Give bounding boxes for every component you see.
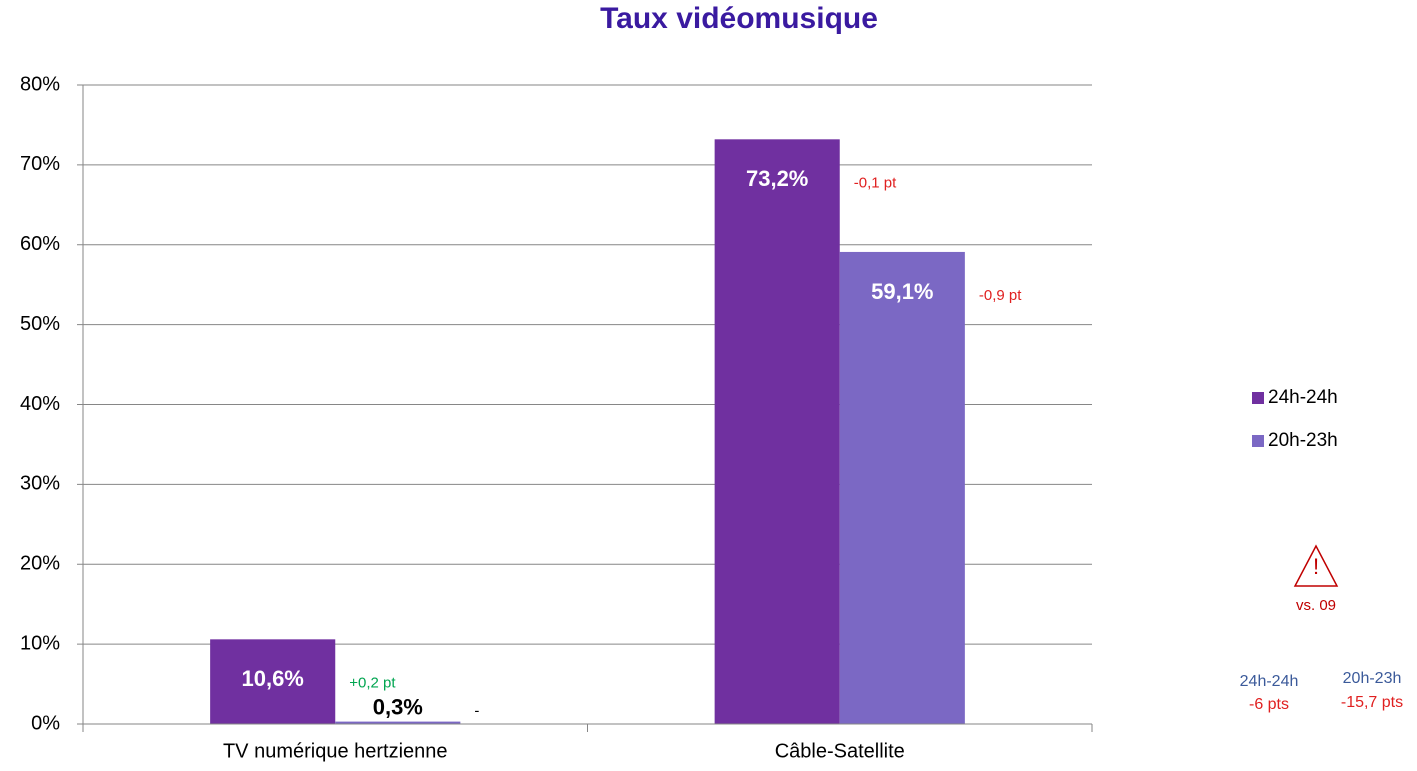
data-label: 59,1% (871, 279, 933, 304)
legend-swatch (1252, 392, 1264, 404)
chart-title: Taux vidéomusique (600, 2, 878, 35)
note-name: 20h-23h (1343, 670, 1402, 687)
legend-label: 24h-24h (1268, 387, 1338, 408)
warning-mark: ! (1313, 554, 1319, 579)
change-label: - (474, 703, 479, 720)
note-label: vs. 09 (1296, 597, 1336, 614)
note-name: 24h-24h (1240, 673, 1299, 690)
legend-label: 20h-23h (1268, 430, 1338, 451)
y-tick-label: 80% (20, 73, 60, 95)
bar (839, 251, 965, 724)
y-tick-label: 40% (20, 393, 60, 415)
y-tick-label: 0% (31, 712, 60, 734)
y-tick-label: 10% (20, 632, 60, 654)
warning-icon (1293, 544, 1339, 587)
data-label: 10,6% (241, 666, 303, 691)
note-change: -6 pts (1249, 696, 1289, 713)
change-label: -0,9 pt (979, 287, 1022, 304)
y-tick-label: 30% (20, 473, 60, 495)
y-tick-label: 20% (20, 553, 60, 575)
bar (210, 639, 336, 724)
bar (335, 721, 461, 724)
y-tick-label: 70% (20, 153, 60, 175)
x-tick-label: TV numérique hertzienne (223, 740, 448, 762)
data-label: 0,3% (373, 694, 423, 719)
y-tick-label: 50% (20, 313, 60, 335)
change-label: -0,1 pt (854, 174, 897, 191)
data-label: 73,2% (746, 166, 808, 191)
change-label: +0,2 pt (349, 674, 396, 691)
y-tick-label: 60% (20, 233, 60, 255)
x-tick-label: Câble-Satellite (775, 740, 905, 762)
note-change: -15,7 pts (1341, 694, 1403, 711)
bar (714, 139, 840, 724)
legend-swatch (1252, 435, 1264, 447)
